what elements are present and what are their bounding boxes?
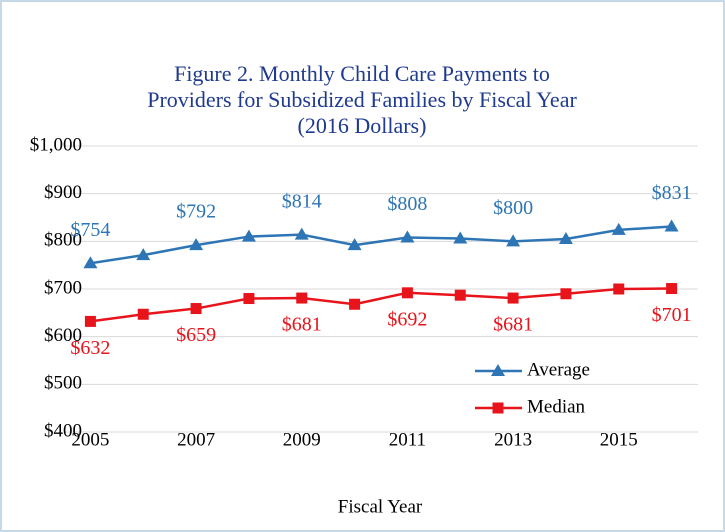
point (294, 227, 309, 240)
data-label: $792 (176, 201, 216, 223)
x-tick-label: 2011 (389, 429, 426, 450)
data-label: $681 (282, 314, 322, 336)
x-tick-label: 2005 (71, 429, 109, 450)
point (400, 230, 415, 243)
point (83, 256, 98, 269)
point (136, 248, 151, 261)
data-label: $814 (282, 190, 322, 212)
point (190, 303, 202, 315)
y-tick-label: $700 (44, 277, 82, 298)
data-label: $808 (387, 193, 427, 215)
point (506, 234, 521, 247)
point (666, 283, 678, 295)
point (243, 293, 255, 305)
point (454, 289, 466, 301)
legend-label: Median (527, 396, 586, 417)
y-tick-label: $1,000 (30, 134, 82, 155)
line (90, 287, 672, 323)
point (296, 292, 308, 304)
line (90, 225, 672, 265)
data-label: $800 (493, 197, 533, 219)
point (241, 229, 256, 242)
point (137, 308, 149, 320)
data-label: $681 (493, 314, 533, 336)
x-tick-label: 2007 (177, 429, 215, 450)
point (611, 222, 626, 235)
data-label: $831 (652, 182, 692, 204)
y-tick-label: $800 (44, 230, 82, 251)
y-tick-label: $400 (44, 420, 82, 441)
point (401, 287, 413, 299)
point (349, 298, 361, 310)
chart-title: Figure 2. Monthly Child Care Payments to (174, 61, 550, 86)
legend-marker (492, 402, 504, 414)
point (664, 219, 679, 232)
point (84, 315, 96, 327)
point (560, 288, 572, 300)
data-label: $754 (70, 219, 110, 241)
data-label: $701 (652, 304, 692, 326)
point (613, 283, 625, 295)
point (453, 231, 468, 244)
legend-marker (491, 364, 505, 376)
data-label: $632 (70, 337, 110, 359)
point (558, 231, 573, 244)
y-tick-label: $500 (44, 373, 82, 394)
data-label: $692 (387, 308, 427, 330)
chart-title: Providers for Subsidized Families by Fis… (147, 87, 577, 112)
point (507, 292, 519, 304)
data-label: $659 (176, 324, 216, 346)
x-tick-label: 2015 (600, 429, 638, 450)
y-tick-label: $600 (44, 325, 82, 346)
y-tick-label: $900 (44, 182, 82, 203)
point (189, 238, 204, 251)
chart-title: (2016 Dollars) (298, 113, 427, 138)
legend-label: Average (527, 359, 590, 380)
x-tick-label: 2009 (283, 429, 321, 450)
point (347, 238, 362, 251)
x-tick-label: 2013 (494, 429, 532, 450)
x-axis-label: Fiscal Year (338, 496, 423, 517)
